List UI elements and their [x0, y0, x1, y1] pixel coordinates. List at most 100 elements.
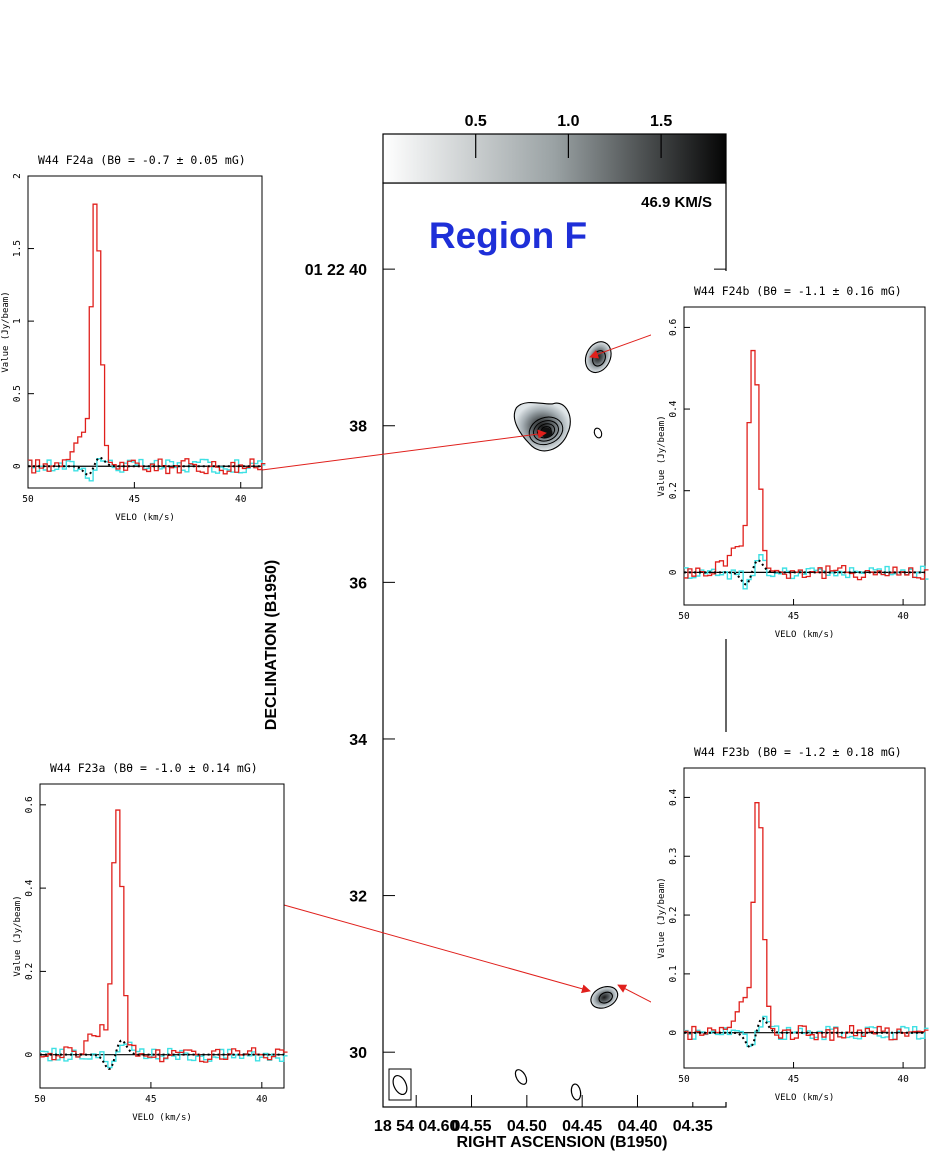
map-y-tick-label: 34 [349, 732, 367, 749]
source-main-contour [528, 416, 564, 446]
spectrum-x-tick-label: 45 [145, 1094, 156, 1105]
spectrum-title: W44 F24b (Bθ = -1.1 ± 0.16 mG) [694, 284, 902, 298]
spectrum-x-tick-label: 40 [256, 1094, 268, 1105]
spectrum-y-tick-label: 0 [12, 463, 23, 469]
spectrum-stokes-i [684, 349, 929, 581]
spectrum-background [651, 732, 929, 1102]
spectrum-frame [683, 306, 926, 606]
spectrum-y-tick-label: 0.2 [24, 963, 35, 980]
spectrum-x-tick-label: 45 [129, 494, 140, 505]
spectrum-background [8, 748, 284, 1122]
spectrum-fit [28, 456, 262, 476]
spectrum-x-tick-label: 40 [897, 1074, 909, 1085]
spectrum-y-axis-label: Value (Jy/beam) [13, 895, 23, 976]
source-south [590, 985, 619, 1009]
colorbar: 0.5 1.0 1.5 46.9 KM/S [382, 113, 727, 211]
spectrum-y-axis-label: Value (Jy/beam) [657, 877, 667, 958]
spectrum-fit [684, 559, 925, 586]
spectrum-y-tick-label: 0.2 [668, 482, 679, 499]
spectrum-x-tick-label: 40 [897, 611, 909, 622]
map-y-tick-label: 01 22 40 [305, 262, 367, 279]
spectrum-x-tick-label: 50 [678, 1074, 690, 1085]
spectrum-stokes-i [28, 203, 266, 475]
source-main-peak [540, 427, 553, 438]
spectrum-y-tick-label: 0.4 [668, 789, 679, 806]
spectrum-frame [683, 767, 926, 1069]
spectrum-y-tick-label: 1.5 [12, 240, 23, 257]
beam-indicator [388, 1068, 412, 1101]
spectrum-stokes-i [684, 802, 929, 1041]
colorbar-tick-label: 0.5 [465, 113, 487, 130]
spectrum-x-tick-label: 45 [788, 611, 799, 622]
arrow-f23a [283, 904, 591, 994]
spectrum-y-tick-label: 0.4 [668, 400, 679, 417]
spectrum-x-axis-label: VELO (km/s) [115, 513, 175, 523]
noise-contours [514, 427, 603, 1101]
spectrum-stokes-v [28, 458, 266, 482]
map-x-tick-label: 04.50 [507, 1118, 547, 1135]
colorbar-tick-label: 1.0 [557, 113, 579, 130]
spectrum-y-tick-label: 0 [668, 569, 679, 575]
spectrum-x-axis-label: VELO (km/s) [775, 630, 835, 640]
spectrum-x-tick-label: 40 [235, 494, 247, 505]
source-main-contour [533, 420, 559, 442]
spectrum-x-tick-label: 45 [788, 1074, 799, 1085]
source-north [584, 341, 612, 374]
spectrum-title: W44 F24a (Bθ = -0.7 ± 0.05 mG) [38, 153, 246, 167]
source-south-fill [590, 986, 618, 1009]
spectrum-y-tick-label: 2 [12, 173, 23, 179]
connector-arrows [261, 322, 685, 1020]
spectrum-y-tick-label: 0.6 [668, 319, 679, 336]
spectrum-background [8, 140, 262, 522]
map-y-axis-label: DECLINATION (B1950) [263, 560, 280, 730]
spectrum-f24b: W44 F24b (Bθ = -1.1 ± 0.16 mG) 50 45 40 0 0.2… [651, 271, 929, 640]
map-y-tick-label: 30 [349, 1045, 367, 1062]
map-x-tick-label: 04.40 [617, 1118, 657, 1135]
map-y-tick-label: 36 [349, 575, 367, 592]
spectrum-y-tick-label: 0.4 [24, 879, 35, 896]
colorbar-ticks: 0.5 1.0 1.5 [465, 113, 672, 158]
spectrum-y-axis-label: Value (Jy/beam) [657, 415, 667, 496]
map-x-tick-label: 18 54 04.60 [374, 1118, 459, 1135]
spectrum-fit [684, 1017, 925, 1049]
map-sources [513, 341, 619, 1009]
spectrum-title: W44 F23a (Bθ = -1.0 ± 0.14 mG) [50, 761, 258, 775]
spectrum-f23a: W44 F23a (Bθ = -1.0 ± 0.14 mG) 50 45 40 0 0.2… [8, 748, 288, 1123]
spectrum-x-tick-label: 50 [678, 611, 690, 622]
map-y-tick-label: 32 [349, 889, 367, 906]
spectrum-x-tick-label: 50 [34, 1094, 46, 1105]
map-x-tick-label: 04.35 [673, 1118, 713, 1135]
spectrum-x-tick-label: 50 [22, 494, 34, 505]
spectrum-f23b: W44 F23b (Bθ = -1.2 ± 0.18 mG) 50 45 40 0 0.1… [651, 732, 929, 1103]
spectrum-y-tick-label: 0.3 [668, 848, 679, 865]
map-y-tick-label: 38 [349, 419, 367, 436]
map-x-axis-label: RIGHT ASCENSION (B1950) [457, 1134, 668, 1151]
spectrum-x-axis-label: VELO (km/s) [132, 1113, 192, 1123]
spectrum-frame [39, 783, 285, 1089]
source-south-contour [590, 985, 619, 1009]
spectrum-y-axis-label: Value (Jy/beam) [1, 291, 11, 372]
spectrum-f24a: W44 F24a (Bθ = -0.7 ± 0.05 mG) 50 45 40 0 0.5… [1, 140, 266, 523]
spectrum-y-tick-label: 1 [12, 318, 23, 324]
spectrum-y-tick-label: 0 [24, 1052, 35, 1058]
spectrum-y-tick-label: 0.2 [668, 906, 679, 923]
spectrum-y-tick-label: 0.6 [24, 796, 35, 813]
source-main [513, 401, 571, 452]
spectrum-title: W44 F23b (Bθ = -1.2 ± 0.18 mG) [694, 745, 902, 759]
map-x-tick-label: 04.55 [451, 1118, 491, 1135]
source-south-contour [598, 991, 613, 1004]
map-title: Region F [429, 215, 587, 256]
spectrum-y-tick-label: 0.1 [668, 965, 679, 982]
spectrum-y-tick-label: 0 [668, 1030, 679, 1036]
colorbar-velocity-label: 46.9 KM/S [641, 194, 712, 211]
arrow-f24a [261, 429, 547, 471]
colorbar-tick-label: 1.5 [650, 113, 672, 130]
spectrum-background [651, 271, 929, 639]
spectrum-x-axis-label: VELO (km/s) [775, 1093, 835, 1103]
spectrum-frame [27, 175, 263, 489]
map-x-tick-label: 04.45 [562, 1118, 602, 1135]
source-main-outer-contour [513, 401, 571, 452]
source-north-contour [584, 341, 612, 374]
